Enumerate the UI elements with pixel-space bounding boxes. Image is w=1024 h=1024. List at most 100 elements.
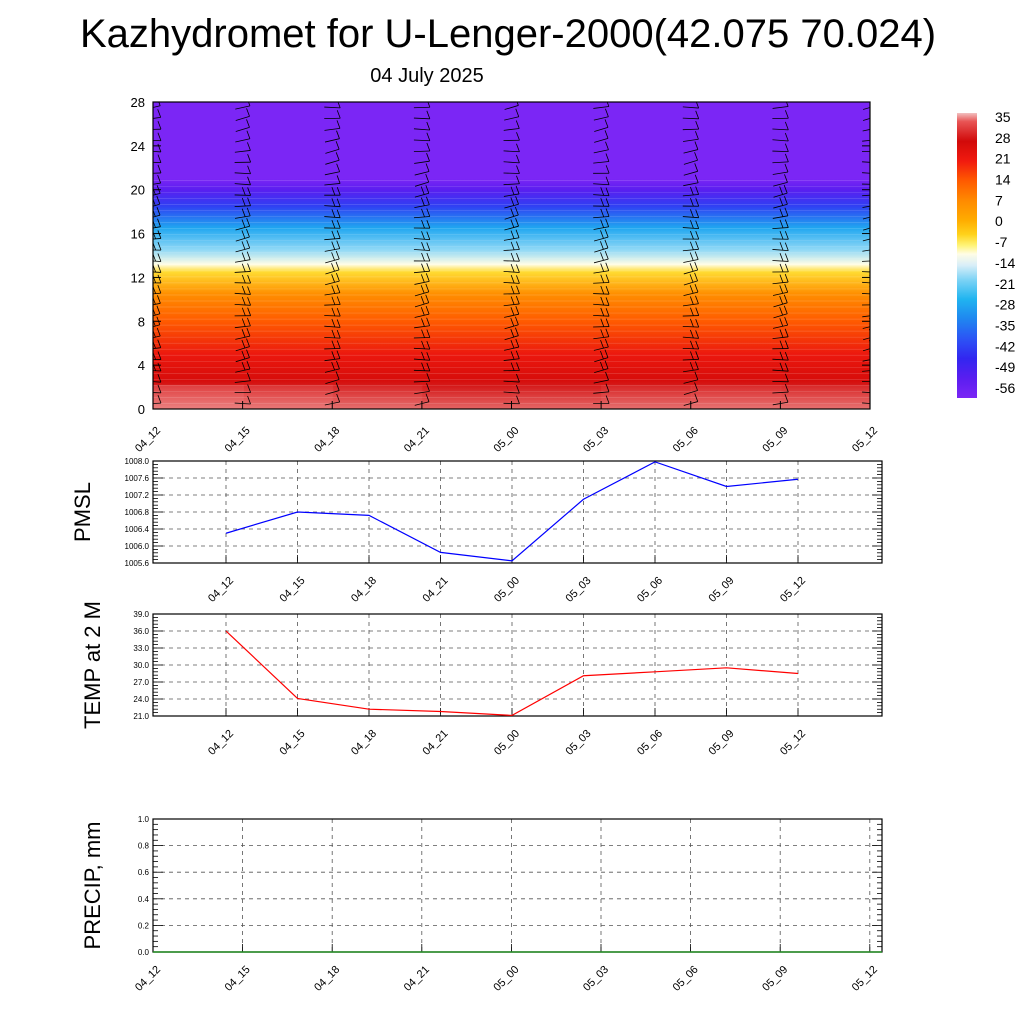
wind-barb-flag [604,130,609,139]
y-tick-label: 1.0 [138,815,150,824]
wind-barb [414,160,430,164]
wind-barb-flag [784,121,789,130]
wind-barb [593,106,609,109]
wind-barb-flag [694,141,699,150]
wind-barb [683,159,698,165]
wind-barb [862,238,870,242]
wind-barb-flag [247,286,251,295]
wind-barb-flag [331,307,336,317]
wind-barb-flag [331,329,336,339]
wind-barb-flag [336,110,341,119]
colorbar-label: 7 [995,192,1003,208]
wind-barb-flag [426,121,431,131]
wind-barb-flag [600,339,604,349]
wind-barb [682,358,699,361]
wind-barb-flag [331,198,336,207]
wind-barb-flag [779,329,784,338]
wind-barb-flag [605,187,610,196]
wind-barb [413,128,430,131]
wind-barb [862,260,870,262]
wind-barb-flag [516,175,520,184]
wind-barbs [153,97,878,406]
panel-frame [152,613,883,717]
wind-barb-flag [779,296,784,305]
y-tick-label: 0.0 [138,948,150,957]
wind-barb [503,249,520,251]
wind-barb [153,324,160,328]
wind-barb-flag [153,318,156,327]
wind-barb-flag [695,131,699,140]
wind-barb [413,117,430,120]
wind-barb-flag [600,252,604,261]
wind-barb-flag [689,252,694,261]
wind-barb-flag [875,286,878,294]
x-tick-label: 04_12 [206,575,236,605]
y-tick-label: 30.0 [133,661,149,670]
wind-barb-flag [247,307,251,316]
wind-barb [413,347,430,350]
x-tick-label: 04_18 [349,728,379,758]
x-tick-label: 05_03 [564,728,594,758]
wind-barb-flag [331,318,336,328]
wind-barb [773,313,788,319]
colorbar-label: -14 [995,255,1015,271]
wind-barb-flag [247,263,251,272]
wind-barb [235,225,250,231]
y-tick-label: 0.6 [138,868,150,877]
wind-barb-flag [421,340,425,349]
wind-barb [593,183,610,186]
wind-barb [324,205,341,208]
wind-barb-flag [241,241,246,250]
wind-barb-flag [694,152,698,161]
wind-barb [682,336,699,339]
wind-barb-flag [784,207,789,216]
wind-barb-flag [784,351,789,361]
wind-barb-flag [516,275,520,284]
wind-barb-flag [779,242,784,251]
wind-barb-flag [336,296,341,305]
wind-barb-flag [874,97,877,105]
wind-barb-flag [426,373,431,382]
wind-barb [503,161,520,164]
wind-barb [862,129,870,132]
wind-barb-flag [695,241,699,250]
wind-barb [593,303,610,306]
wind-barb-flag [157,374,162,383]
wind-barb-flag [420,197,425,206]
wind-barb-flag [516,285,520,294]
wind-barb [413,216,430,219]
wind-barb-flag [241,197,246,207]
wind-barb [503,183,520,186]
wind-barb-flag [515,120,520,129]
wind-barb-flag [421,252,425,262]
wind-barb [682,216,699,219]
wind-barb [413,249,430,251]
wind-barb-flag [246,360,251,370]
x-tick-label: 05_09 [760,425,790,455]
wind-barb-flag [874,350,877,358]
wind-barb-flag [157,284,162,294]
y-tick-label: 1005.6 [125,559,150,568]
x-tick-label: 04_21 [421,575,451,605]
wind-barb [772,161,789,164]
y-tick-label: 1006.4 [125,525,150,534]
wind-barb-flag [784,143,789,152]
wind-barb-flag [331,274,336,283]
wind-barb-flag [336,340,341,349]
wind-barb [325,159,340,165]
wind-barb-flag [157,242,162,251]
wind-barb-flag [510,362,515,371]
wind-barb-flag [689,241,694,250]
chart-title: Kazhydromet for U-Lenger-2000(42.075 70.… [79,12,937,56]
x-tick-label: 05_12 [778,728,808,758]
wind-barb [234,183,251,186]
wind-barb [593,293,610,295]
wind-barb-flag [156,327,161,337]
wind-barb-flag [241,307,246,316]
wind-barb-flag [689,285,694,294]
wind-barb [503,303,520,307]
wind-barb-flag [157,230,162,239]
wind-barb [414,171,430,176]
wind-barb-flag [695,230,700,240]
wind-barb [234,150,251,153]
